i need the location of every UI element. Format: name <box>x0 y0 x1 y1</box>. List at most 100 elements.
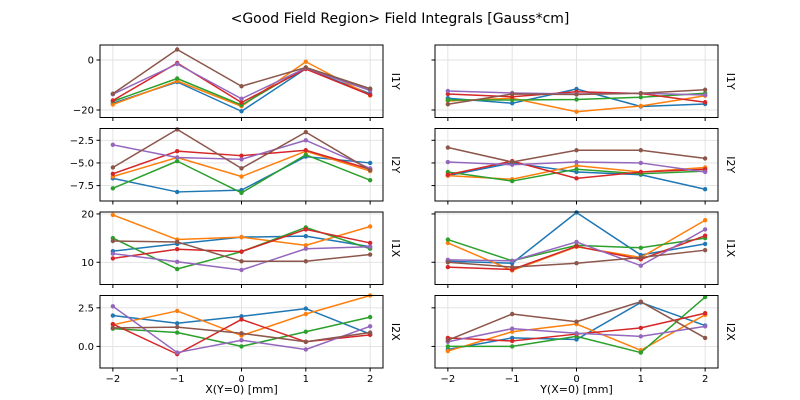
data-point <box>303 243 309 248</box>
data-point <box>574 159 579 165</box>
data-point <box>303 339 309 344</box>
data-point <box>174 350 180 355</box>
figure-title: <Good Field Region> Field Integrals [Gau… <box>230 11 570 27</box>
x-tick-label: 1 <box>638 374 644 385</box>
data-point <box>638 325 644 331</box>
data-point <box>509 344 515 349</box>
data-point <box>174 158 180 164</box>
data-point <box>174 330 180 335</box>
data-point <box>702 233 708 238</box>
data-point <box>239 109 244 114</box>
data-point <box>110 186 116 191</box>
data-point <box>110 98 116 103</box>
data-point <box>574 163 579 168</box>
data-point <box>445 338 451 343</box>
data-point <box>509 159 515 165</box>
data-point <box>110 212 116 218</box>
data-point <box>574 331 579 336</box>
data-point <box>367 324 373 329</box>
data-point <box>174 148 180 154</box>
data-point <box>509 91 515 97</box>
row-label-I2X: I2X <box>724 323 737 341</box>
data-point <box>702 87 708 92</box>
x-tick-label: −2 <box>440 374 455 385</box>
data-point <box>445 172 451 177</box>
data-point <box>574 244 579 249</box>
x-tick-label: 0 <box>238 374 244 385</box>
data-point <box>367 177 373 183</box>
data-point <box>174 321 180 326</box>
data-point <box>110 256 116 261</box>
data-point <box>239 267 244 273</box>
data-point <box>174 247 180 252</box>
data-point <box>110 102 116 107</box>
data-point <box>702 218 708 223</box>
data-point <box>445 237 451 242</box>
data-point <box>509 335 515 341</box>
data-point <box>574 337 579 342</box>
data-point <box>574 176 579 181</box>
subplot-I2Y-left: −2.5 −5.0 −7.5 I2Y <box>70 127 402 205</box>
data-point <box>638 91 644 96</box>
data-point <box>638 160 644 166</box>
row-label-I2Y: I2Y <box>389 156 402 173</box>
y-tick-label: −2.5 <box>70 136 94 147</box>
data-point <box>638 95 644 100</box>
y-tick-label: 20 <box>81 209 94 220</box>
data-point <box>367 240 373 246</box>
data-point <box>367 314 373 320</box>
data-point <box>174 259 180 264</box>
data-point <box>367 92 373 98</box>
data-point <box>110 251 116 256</box>
data-point <box>239 344 244 349</box>
data-point <box>239 259 244 264</box>
data-point <box>110 325 116 331</box>
data-point <box>367 167 373 173</box>
data-point <box>638 334 644 339</box>
y-tick-label: −5.0 <box>70 158 94 169</box>
data-point <box>239 249 244 254</box>
data-point <box>574 148 579 153</box>
subplot-I1Y-right: I1Y <box>431 44 737 121</box>
data-point <box>174 324 180 330</box>
data-point <box>445 159 451 165</box>
x-tick-label: −2 <box>105 374 120 385</box>
subplot-I1Y-left: 0 −20 I1Y <box>73 44 402 121</box>
data-point <box>303 138 309 143</box>
data-point <box>702 241 708 247</box>
data-point <box>445 88 451 94</box>
data-point <box>239 153 244 158</box>
data-point <box>638 169 644 175</box>
y-tick-label: 2.5 <box>78 303 94 314</box>
data-point <box>174 47 180 52</box>
data-point <box>174 239 180 245</box>
data-point <box>702 187 708 192</box>
subplot-I2X-left: −2 −1 0 1 2 2.5 0.0 I2X <box>78 293 402 385</box>
data-point <box>174 155 180 160</box>
row-label-I1X: I1X <box>724 239 737 257</box>
y-tick-label: 0 <box>88 56 94 67</box>
data-point <box>367 252 373 257</box>
y-tick-label: 10 <box>81 258 94 269</box>
data-point <box>445 97 451 103</box>
subplot-I2Y-right: I2Y <box>431 128 737 205</box>
data-point <box>239 84 244 89</box>
data-point <box>303 59 309 64</box>
data-point <box>239 157 244 162</box>
data-point <box>367 244 373 249</box>
data-point <box>110 321 116 327</box>
data-point <box>174 61 180 67</box>
data-point <box>509 329 515 334</box>
data-point <box>509 338 515 344</box>
row-label-I1Y: I1Y <box>389 73 402 90</box>
data-point <box>445 348 451 354</box>
data-point <box>174 308 180 314</box>
data-point <box>574 319 579 324</box>
data-point <box>303 152 309 157</box>
data-point <box>702 227 708 232</box>
data-point <box>445 102 451 107</box>
data-point <box>638 299 644 304</box>
data-point <box>702 156 708 161</box>
